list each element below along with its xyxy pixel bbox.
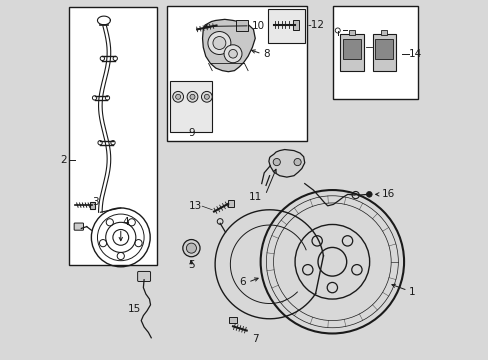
Text: 8: 8 [263,49,269,59]
FancyBboxPatch shape [89,202,95,209]
Circle shape [212,37,225,49]
Text: 15: 15 [128,304,141,314]
Text: 6: 6 [239,277,246,287]
FancyBboxPatch shape [167,6,306,140]
FancyBboxPatch shape [229,317,236,323]
FancyBboxPatch shape [372,34,395,71]
Circle shape [224,45,242,63]
Text: -12: -12 [306,20,324,30]
FancyBboxPatch shape [69,7,156,265]
Polygon shape [268,149,304,177]
Text: 11: 11 [248,192,261,202]
Circle shape [187,91,198,102]
Circle shape [207,32,230,54]
FancyBboxPatch shape [267,9,304,42]
Circle shape [273,158,280,166]
FancyBboxPatch shape [137,271,150,282]
FancyBboxPatch shape [381,30,386,36]
FancyBboxPatch shape [216,21,223,30]
Text: 3: 3 [92,197,99,207]
Circle shape [186,243,196,253]
Text: 4: 4 [122,217,129,226]
FancyBboxPatch shape [169,81,212,132]
Text: 9: 9 [188,128,194,138]
FancyBboxPatch shape [340,34,363,71]
FancyBboxPatch shape [292,20,298,30]
FancyBboxPatch shape [333,6,417,99]
Text: 2: 2 [60,155,67,165]
Circle shape [172,91,183,102]
Circle shape [190,94,195,99]
Circle shape [175,94,180,99]
Text: 16: 16 [381,189,394,199]
Circle shape [204,94,209,99]
Circle shape [366,192,371,197]
FancyBboxPatch shape [375,39,392,59]
Text: 7: 7 [252,334,258,344]
Text: 1: 1 [408,287,415,297]
Text: 13: 13 [188,201,202,211]
FancyBboxPatch shape [343,39,360,59]
FancyBboxPatch shape [228,200,233,207]
Circle shape [293,158,301,166]
FancyBboxPatch shape [235,20,247,31]
FancyBboxPatch shape [74,223,83,230]
Polygon shape [202,19,255,72]
Text: 5: 5 [188,260,194,270]
FancyBboxPatch shape [348,30,354,36]
Circle shape [228,49,237,58]
Text: 14: 14 [408,49,421,59]
Text: 10: 10 [251,21,264,31]
Circle shape [201,91,212,102]
Circle shape [183,239,200,257]
